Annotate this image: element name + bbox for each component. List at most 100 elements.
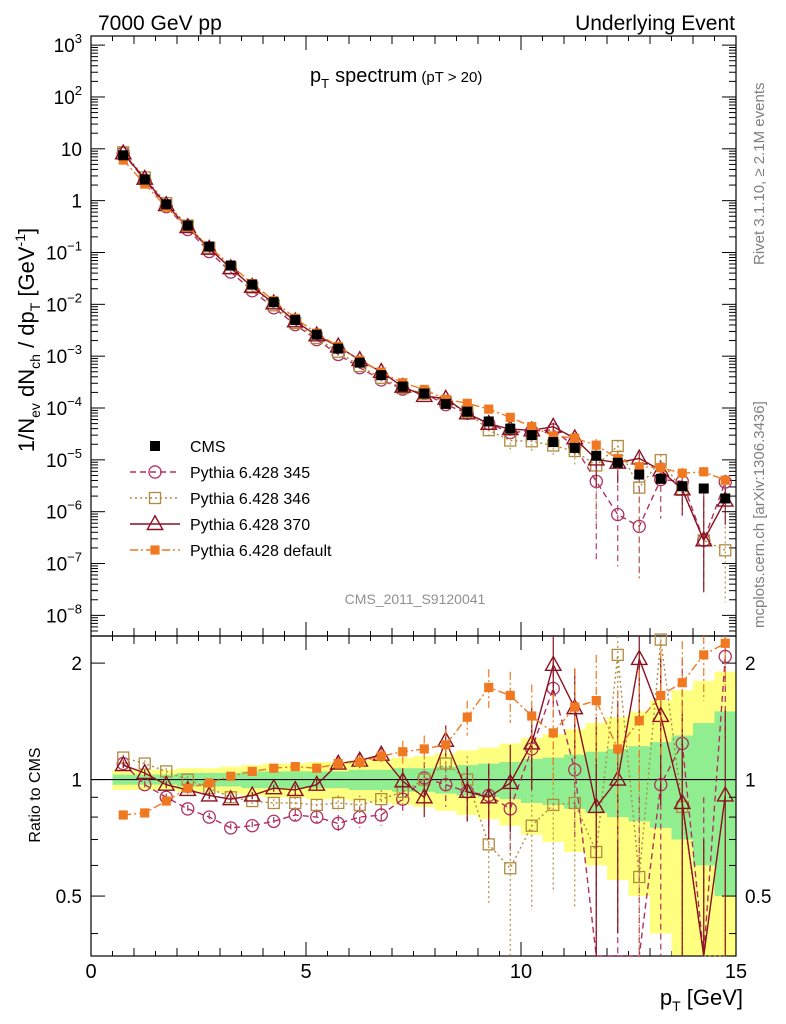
ratio-tick-label-right: 2 — [745, 654, 756, 675]
band-inner — [693, 723, 715, 866]
ratio-tick-label-right: 1 — [745, 771, 756, 792]
series-3-main — [118, 155, 730, 486]
legend-label: Pythia 6.428 346 — [190, 491, 310, 508]
legend-marker — [148, 465, 162, 479]
series-point — [527, 422, 537, 432]
series-point — [591, 440, 601, 450]
cms-point — [526, 430, 537, 441]
ratio-point — [333, 758, 343, 769]
series-line — [123, 642, 726, 816]
ratio-point — [634, 716, 644, 726]
series-point — [720, 475, 730, 485]
cms-point — [698, 483, 709, 494]
ratio-point — [654, 633, 667, 646]
series-line — [123, 639, 726, 957]
series-point — [694, 530, 713, 547]
ratio-point — [310, 798, 323, 812]
ratio-point — [568, 796, 581, 810]
ratio-y-label: Ratio to CMS — [27, 747, 44, 842]
series-point — [677, 468, 687, 478]
cms-point — [677, 481, 688, 492]
ratio-point — [243, 785, 262, 802]
ratio-point — [376, 751, 386, 761]
series-line — [122, 159, 726, 481]
ratio-point — [544, 655, 563, 671]
cms-point — [483, 416, 494, 427]
series-3-ratio — [118, 636, 730, 840]
ratio-point — [630, 649, 649, 666]
ratio-point — [393, 771, 412, 788]
series-point — [462, 398, 472, 408]
ratio-point — [458, 782, 477, 798]
series-point — [570, 433, 580, 443]
cms-point — [311, 329, 322, 340]
ratio-point — [289, 796, 302, 810]
ratio-point — [312, 763, 322, 773]
x-axis-label: pT [GeV] — [660, 985, 743, 1014]
legend-marker-cms — [150, 441, 160, 451]
ratio-tick-label-left: 2 — [71, 654, 82, 675]
ratio-point — [462, 712, 472, 722]
ratio-point — [656, 690, 666, 701]
ratio-point — [419, 744, 429, 754]
y-tick-label: 10−3 — [46, 342, 82, 368]
ratio-point — [267, 814, 281, 829]
ratio-point — [118, 810, 128, 820]
ratio-frame — [90, 635, 737, 957]
series-point — [484, 404, 494, 414]
legend-label: Pythia 6.428 370 — [190, 517, 310, 534]
x-tick-label: 5 — [300, 961, 311, 983]
ratio-point — [633, 870, 646, 884]
legend-marker — [146, 514, 164, 531]
cms-point — [591, 450, 602, 461]
x-tick-label: 0 — [85, 961, 96, 983]
ratio-point — [161, 796, 171, 806]
ratio-tick-label-right: 0.5 — [745, 887, 771, 908]
y-tick-label: 10−4 — [46, 394, 82, 420]
ratio-point — [138, 757, 151, 770]
ratio-point — [245, 818, 259, 833]
ratio-point — [415, 787, 434, 804]
ratio-point — [204, 778, 214, 788]
rivet-label: Rivet 3.1.10, ≥ 2.1M events — [751, 83, 768, 266]
legend: CMS Pythia 6.428 345 Pythia 6.428 346 Pythi… — [130, 439, 332, 560]
ratio-point — [135, 763, 154, 780]
ratio-point — [484, 682, 494, 693]
series-point — [633, 481, 646, 494]
ratio-point — [398, 747, 408, 757]
ratio-point — [290, 762, 300, 772]
cms-point — [118, 150, 129, 161]
cms-point — [440, 398, 451, 409]
cms-point — [505, 423, 516, 434]
ratio-point — [587, 797, 606, 814]
cms-point — [655, 473, 666, 484]
ratio-point — [611, 648, 624, 662]
ratio-point — [548, 728, 558, 738]
ratio-point — [677, 678, 687, 688]
legend-label: Pythia 6.428 345 — [190, 465, 310, 482]
ratio-point — [267, 796, 280, 810]
series-point — [505, 412, 515, 422]
ratio-point — [181, 802, 195, 816]
legend-marker — [150, 545, 160, 555]
ratio-tick-label-left: 1 — [71, 771, 82, 792]
ratio-point — [608, 769, 627, 786]
cms-point — [720, 493, 731, 504]
cms-point — [634, 469, 645, 480]
ratio-point — [720, 638, 730, 648]
ratio-point — [505, 690, 515, 701]
cms-point — [333, 343, 344, 354]
mcplots-label: mcplots.cern.ch [arXiv:1306.3436] — [751, 401, 768, 628]
header-right: Underlying Event — [575, 12, 735, 35]
x-tick-label: 10 — [510, 961, 532, 983]
cms-data — [118, 150, 731, 504]
cms-point — [268, 297, 279, 308]
ratio-point — [673, 793, 692, 810]
ratio-point — [200, 785, 219, 802]
y-tick-label: 10−5 — [46, 446, 82, 472]
ratio-point — [226, 771, 236, 781]
ratio-point — [140, 808, 150, 818]
ratio-point — [307, 775, 326, 791]
cms-point — [612, 457, 623, 468]
series-point — [656, 462, 666, 473]
